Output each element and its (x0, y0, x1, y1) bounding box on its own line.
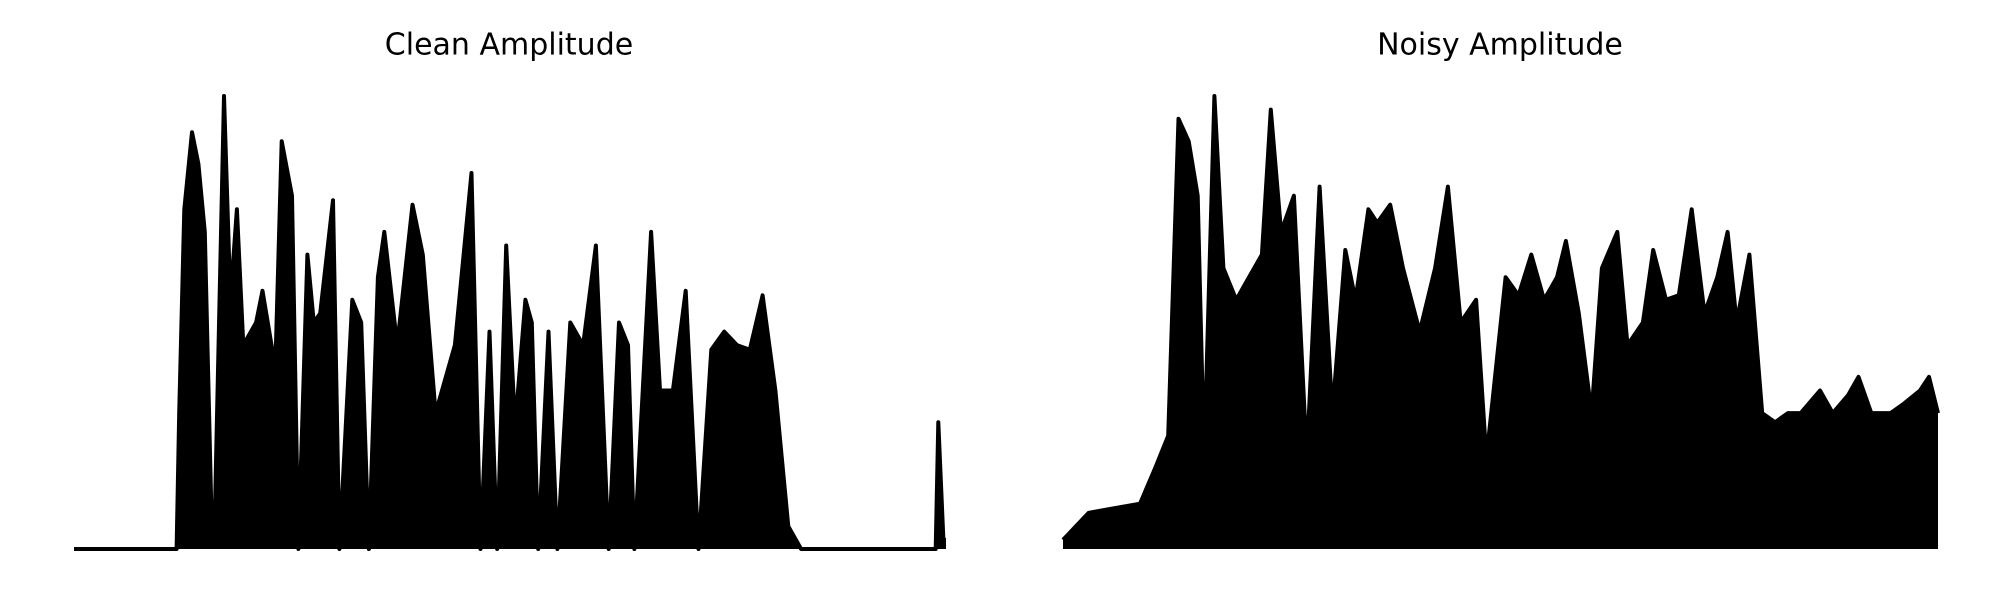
amplitude-line (74, 94, 946, 551)
chart-title: Clean Amplitude (385, 28, 633, 63)
amplitude-area (1063, 96, 1938, 549)
amplitude-line (1061, 94, 1940, 542)
chart-title: Noisy Amplitude (1377, 28, 1623, 63)
